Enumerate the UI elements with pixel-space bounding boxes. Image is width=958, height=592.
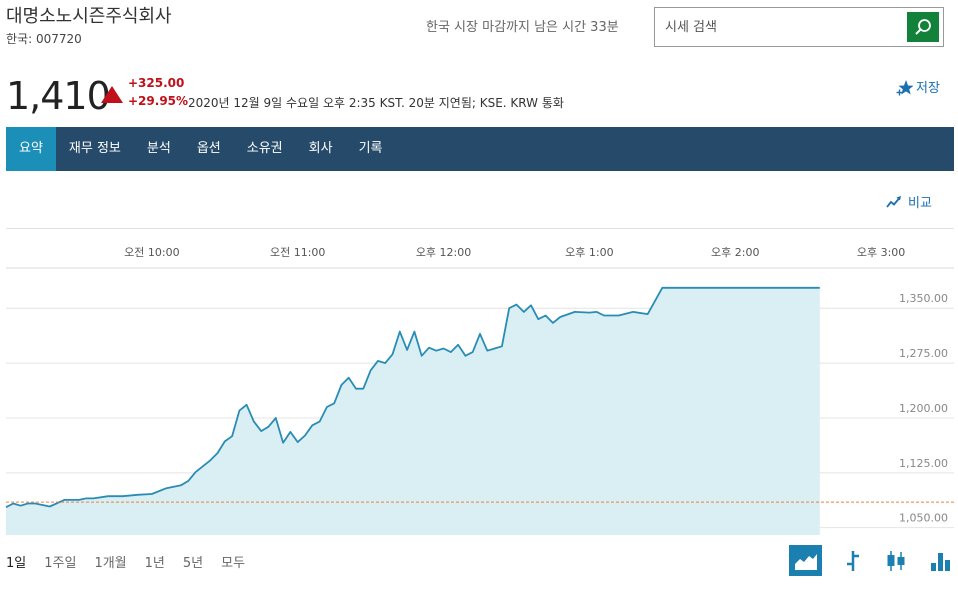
tab-analysis[interactable]: 분석 [146,141,171,156]
star-plus-icon [896,79,914,95]
price-line [5,286,820,509]
candlestick-chart-icon [887,550,904,571]
range-1m[interactable]: 1개월 [94,556,127,571]
range-1d[interactable]: 1일 [6,556,27,571]
trend-line-icon [886,195,901,208]
tab-history[interactable]: 기록 [358,141,383,156]
search-input[interactable] [655,8,903,46]
chart-type-bar-button[interactable] [923,545,956,576]
chart-type-candlestick-button[interactable] [879,545,912,576]
x-tick-label: 오전 10:00 [124,246,179,259]
company-name: 대명소노시즌주식회사 [6,6,172,27]
y-tick-label: 1,275.00 [899,347,948,360]
compare-label: 비교 [908,196,932,211]
price-area-fill [6,287,820,535]
y-tick-label: 1,050.00 [899,512,948,525]
x-tick-label: 오후 1:00 [565,246,613,259]
chart-type-area-button[interactable] [789,545,822,576]
x-tick-label: 오전 11:00 [270,246,325,259]
tab-options[interactable]: 옵션 [196,141,221,156]
area-chart-icon [794,553,817,570]
compare-button[interactable]: 비교 [886,192,932,211]
range-all[interactable]: 모두 [221,556,246,571]
ohlc-chart-icon [846,550,859,571]
range-1y[interactable]: 1년 [144,556,165,571]
y-tick-label: 1,125.00 [899,457,948,470]
time-range-selector: 1일 1주일 1개월 1년 5년 모두 [6,552,245,571]
chart-type-ohlc-button[interactable] [835,545,868,576]
price-change-absolute: +325.00 [128,76,185,90]
quote-nav-bar: 요약 재무 정보 분석 옵션 소유권 회사 기록 [6,127,954,171]
tab-company[interactable]: 회사 [308,141,333,156]
x-tick-label: 오후 3:00 [857,246,905,259]
search-button[interactable] [907,12,939,42]
intraday-price-chart: 1,050.00 1,125.00 1,200.00 1,275.00 1,350.00… [5,228,954,535]
save-button[interactable]: 저장 [896,77,940,96]
range-5y[interactable]: 5년 [182,556,204,571]
search-box [654,7,944,47]
x-tick-label: 오후 12:00 [416,246,471,259]
tab-summary[interactable]: 요약 [6,127,56,171]
y-tick-label: 1,200.00 [899,402,948,415]
quote-timestamp: 2020년 12월 9일 수요일 오후 2:35 KST. 20분 지연됨; K… [188,96,564,110]
market-close-notice: 한국 시장 마감까지 남은 시간 33분 [426,20,619,35]
tab-ownership[interactable]: 소유권 [246,141,283,156]
x-tick-label: 오후 2:00 [711,246,759,259]
price-up-arrow-icon [101,86,123,103]
save-label: 저장 [916,81,940,96]
price-change-percent: +29.95% [128,94,189,108]
y-tick-label: 1,350.00 [899,292,948,305]
ticker-symbol: 한국: 007720 [6,32,82,46]
bar-chart-icon [930,552,950,571]
search-icon [915,19,931,35]
range-1w[interactable]: 1주일 [44,556,77,571]
tab-financials[interactable]: 재무 정보 [68,141,121,156]
current-price: 1,410 [6,74,111,118]
